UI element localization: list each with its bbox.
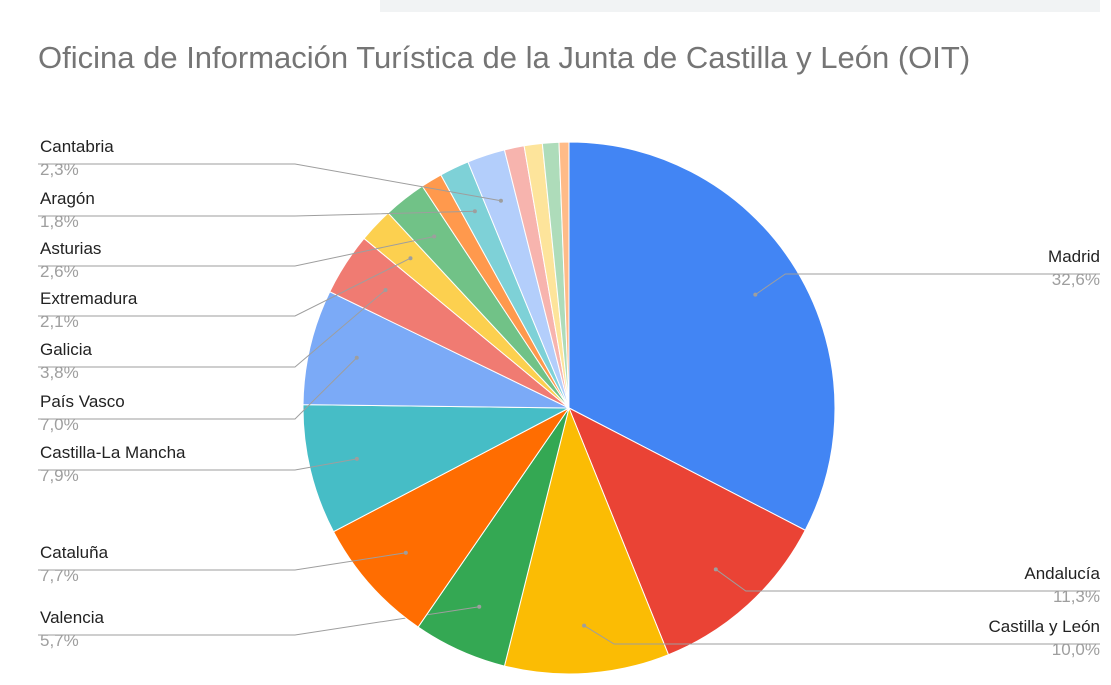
- leader-dot: [713, 567, 718, 572]
- leader-dot: [432, 234, 437, 239]
- slice-label: Galicia: [40, 340, 93, 359]
- leader-dot: [354, 355, 359, 360]
- slice-label: Castilla y León: [988, 617, 1100, 636]
- slice-value: 3,8%: [40, 363, 79, 382]
- slice-value: 5,7%: [40, 631, 79, 650]
- slice-label: Madrid: [1048, 247, 1100, 266]
- slice-value: 2,1%: [40, 312, 79, 331]
- leader-line: [38, 257, 411, 317]
- slice-label: Valencia: [40, 608, 104, 627]
- leader-dot: [753, 292, 758, 297]
- top-bar: [380, 0, 1100, 12]
- leader-dot: [354, 456, 359, 461]
- leader-dot: [472, 209, 477, 214]
- leader-line: [755, 273, 1100, 296]
- leader-dot: [408, 256, 413, 261]
- slice-label: Cataluña: [40, 543, 109, 562]
- slice-label: Andalucía: [1024, 564, 1100, 583]
- leader-line: [38, 236, 435, 267]
- slice-value: 32,6%: [1052, 270, 1100, 289]
- leader-line: [38, 163, 502, 202]
- slice-label: Extremadura: [40, 289, 138, 308]
- pie-slice: [568, 406, 806, 656]
- slice-label: Cantabria: [40, 137, 114, 156]
- slice-value: 2,3%: [40, 160, 79, 179]
- slice-value: 10,0%: [1052, 640, 1100, 659]
- slice-label: Castilla-La Mancha: [40, 443, 186, 462]
- leader-line: [38, 552, 406, 571]
- leader-line: [38, 458, 357, 471]
- pie-slice: [332, 407, 570, 628]
- slice-value: 11,3%: [1053, 587, 1100, 606]
- slice-label: País Vasco: [40, 392, 125, 411]
- leader-dot: [383, 287, 388, 292]
- slice-value: 2,6%: [40, 262, 79, 281]
- slice-value: 1,8%: [40, 212, 79, 231]
- leader-line: [38, 210, 475, 217]
- slice-label: Aragón: [40, 189, 95, 208]
- slice-value: 7,7%: [40, 566, 79, 585]
- slice-value: 7,0%: [40, 415, 79, 434]
- pie-slice: [568, 141, 836, 531]
- leader-dot: [582, 623, 587, 628]
- leader-dot: [477, 604, 482, 609]
- pie-slice: [302, 404, 570, 533]
- leader-dot: [403, 550, 408, 555]
- pie-slice: [503, 406, 670, 675]
- pie-slice: [302, 291, 570, 409]
- leader-line: [38, 289, 386, 368]
- slice-label: Asturias: [40, 239, 101, 258]
- chart-title: Oficina de Información Turística de la J…: [38, 40, 971, 75]
- pie-slice: [558, 141, 570, 409]
- leader-line: [715, 568, 1100, 592]
- leader-dot: [498, 198, 503, 203]
- leader-line: [38, 357, 358, 420]
- leader-line: [583, 625, 1100, 645]
- slice-value: 7,9%: [40, 466, 79, 485]
